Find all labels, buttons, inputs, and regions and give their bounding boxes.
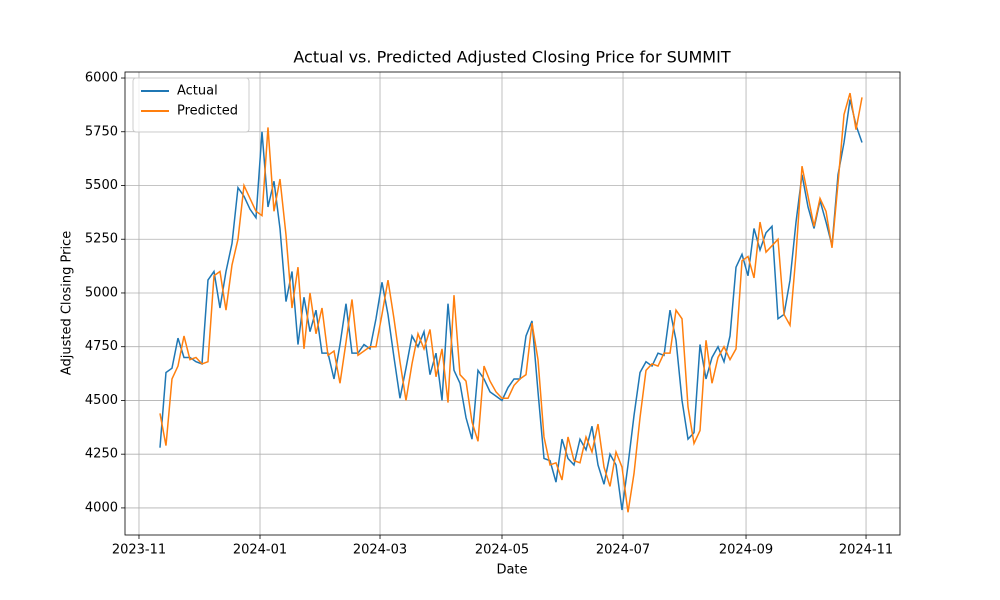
y-axis-label: Adjusted Closing Price — [60, 231, 75, 375]
x-tick-label: 2024-05 — [475, 543, 529, 558]
x-tick-label: 2024-11 — [839, 543, 893, 558]
legend: Actual Predicted — [132, 77, 250, 133]
series-line — [159, 92, 863, 513]
x-tick-label: 2024-03 — [353, 543, 407, 558]
y-tick-label: 6000 — [85, 71, 118, 86]
y-tick-label: 5750 — [85, 124, 118, 139]
y-tick-label: 5000 — [85, 285, 118, 300]
legend-label: Predicted — [177, 104, 238, 119]
y-tick-label: 4500 — [85, 393, 118, 408]
series-line — [159, 99, 863, 511]
y-tick-label: 4750 — [85, 339, 118, 354]
legend-label: Actual — [177, 84, 218, 99]
x-tick-label: 2023-11 — [112, 543, 166, 558]
x-tick-label: 2024-07 — [596, 543, 650, 558]
x-tick-label: 2024-01 — [233, 543, 287, 558]
chart-title: Actual vs. Predicted Adjusted Closing Pr… — [293, 48, 730, 67]
y-tick-label: 4000 — [85, 500, 118, 515]
x-axis-label: Date — [496, 563, 527, 578]
x-tick-label: 2024-09 — [719, 543, 773, 558]
plot-frame — [124, 71, 901, 536]
y-tick-label: 5500 — [85, 178, 118, 193]
y-tick-label: 4250 — [85, 447, 118, 462]
y-tick-label: 5250 — [85, 232, 118, 247]
